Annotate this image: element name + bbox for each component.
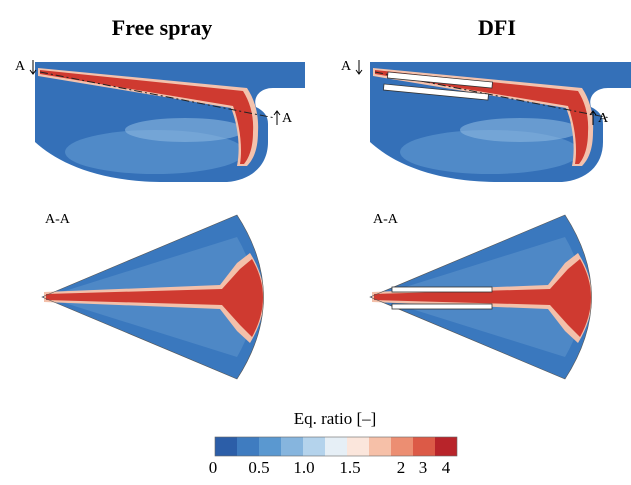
cut-arrow [274,111,280,125]
colorbar-tick-label: 4 [442,458,451,477]
colorbar-swatch [303,437,325,456]
duct [392,304,492,309]
colorbar-swatch [413,437,435,456]
contour-plot [35,62,305,182]
section-label: A-A [45,212,71,227]
colorbar-tick-label: 0.5 [248,458,269,477]
colorbar-swatch [325,437,347,456]
section-label: A-A [373,212,399,227]
figure: Free spray DFI A A A A A-A A-A Eq. ratio… [0,0,631,485]
cut-arrow [356,60,362,74]
contour-plot [42,215,264,379]
colorbar-swatch [259,437,281,456]
colorbar-tick-label: 3 [419,458,428,477]
duct [392,287,492,292]
colorbar-tick-label: 0 [209,458,218,477]
colorbar [215,437,457,456]
colorbar-swatch [347,437,369,456]
cut-label: A [598,111,609,126]
colorbar-swatch [281,437,303,456]
column-title: DFI [478,15,516,40]
colorbar-swatch [435,437,457,456]
colorbar-tick-label: 1.5 [339,458,360,477]
cut-label: A [282,111,293,126]
colorbar-tick-label: 1.0 [293,458,314,477]
page: Free spray DFI A A A A A-A A-A Eq. ratio… [0,0,631,485]
colorbar-swatch [391,437,413,456]
contour-plot [370,215,592,379]
colorbar-swatch [237,437,259,456]
colorbar-swatch [369,437,391,456]
colorbar-tick-label: 2 [397,458,406,477]
colorbar-swatch [215,437,237,456]
colorbar-title: Eq. ratio [–] [294,409,377,428]
cut-label: A [341,59,352,74]
cut-label: A [15,59,26,74]
column-title: Free spray [112,15,212,40]
